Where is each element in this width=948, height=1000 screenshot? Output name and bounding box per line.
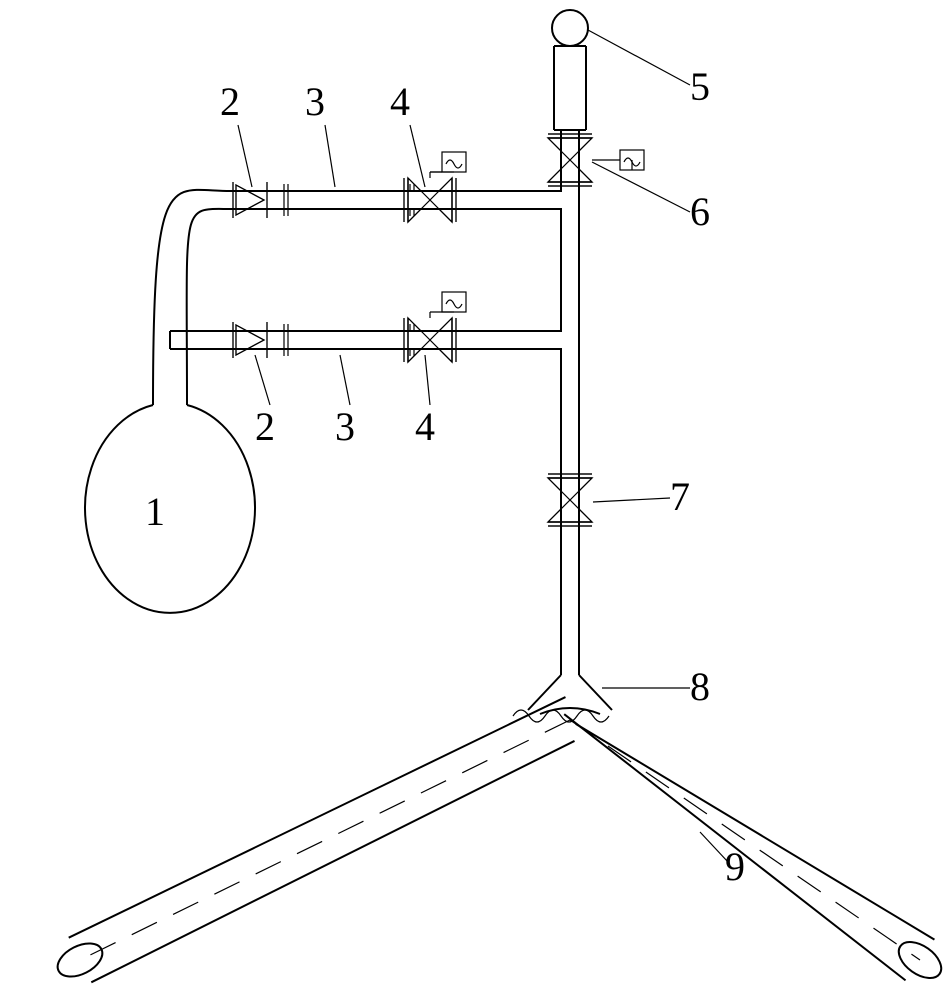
leader-line <box>425 355 430 405</box>
leader-line <box>340 355 350 405</box>
label-4: 4 <box>415 404 435 449</box>
label-5: 5 <box>690 64 710 109</box>
label-9: 9 <box>725 844 745 889</box>
label-3: 3 <box>335 404 355 449</box>
label-3: 3 <box>305 79 325 124</box>
label-6: 6 <box>690 189 710 234</box>
leader-line <box>410 125 425 187</box>
label-7: 7 <box>670 474 690 519</box>
label-1: 1 <box>145 489 165 534</box>
label-2: 2 <box>220 79 240 124</box>
label-2: 2 <box>255 404 275 449</box>
leader-line <box>588 30 690 85</box>
tank-body <box>85 405 255 613</box>
label-4: 4 <box>390 79 410 124</box>
leader-line <box>325 125 335 187</box>
leader-line <box>255 355 270 405</box>
piping-diagram: 1 2 2 3 3 4 4 5 6 7 8 9 <box>0 0 948 1000</box>
label-8: 8 <box>690 664 710 709</box>
leader-line <box>700 832 728 862</box>
leader-line <box>593 498 670 502</box>
leader-line <box>238 125 252 187</box>
